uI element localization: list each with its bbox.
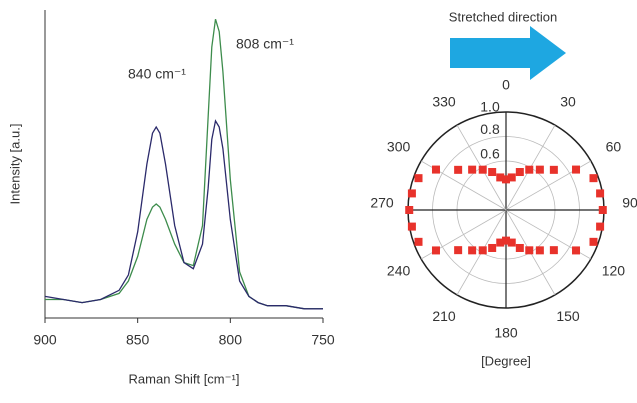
peak-annotation: 840 cm⁻¹ — [128, 66, 186, 82]
data-point — [468, 246, 477, 255]
data-point — [549, 165, 558, 174]
data-point — [478, 165, 487, 174]
data-point — [502, 236, 510, 245]
data-point — [549, 246, 558, 255]
x-tick-label: 900 — [33, 332, 57, 348]
theta-tick-label: 60 — [606, 139, 622, 155]
data-point — [502, 175, 510, 184]
x-axis-label: [Degree] — [481, 353, 531, 368]
x-tick-label: 850 — [126, 332, 150, 348]
data-point — [507, 173, 516, 182]
data-point — [454, 246, 463, 255]
data-point — [515, 243, 524, 252]
data-point — [488, 168, 497, 177]
data-point — [589, 237, 598, 246]
theta-tick-label: 270 — [370, 195, 394, 211]
stretch-arrow — [450, 26, 566, 80]
theta-tick-label: 150 — [556, 308, 580, 324]
peak-annotation: 808 cm⁻¹ — [236, 36, 294, 52]
data-point — [478, 246, 487, 255]
data-point — [525, 246, 534, 255]
chart-title: Stretched direction — [449, 9, 557, 24]
data-point — [405, 206, 414, 214]
data-point — [407, 189, 416, 198]
data-point — [407, 222, 416, 231]
data-point — [507, 238, 516, 247]
data-point — [431, 246, 440, 255]
spectrum-line — [44, 119, 323, 310]
x-axis-label: Raman Shift [cm⁻¹] — [129, 371, 240, 386]
theta-tick-label: 0 — [502, 77, 510, 93]
theta-tick-label: 210 — [432, 308, 456, 324]
data-point — [525, 165, 534, 174]
data-point — [496, 238, 505, 247]
theta-tick-label: 330 — [432, 93, 456, 109]
theta-tick-label: 120 — [602, 263, 626, 279]
theta-tick-label: 90 — [622, 195, 637, 211]
data-point — [596, 189, 605, 198]
data-point — [414, 237, 423, 246]
r-tick-label: 1.0 — [480, 99, 500, 115]
data-point — [468, 165, 477, 174]
data-point — [596, 222, 605, 231]
r-tick-label: 0.6 — [480, 146, 500, 162]
data-point — [572, 165, 581, 174]
theta-tick-label: 300 — [387, 139, 411, 155]
theta-tick-label: 180 — [494, 325, 518, 341]
data-point — [454, 165, 463, 174]
r-tick-label: 0.8 — [480, 121, 500, 137]
data-point — [488, 243, 497, 252]
data-point — [535, 165, 544, 174]
x-tick-label: 800 — [219, 332, 243, 348]
data-point — [572, 246, 581, 255]
data-point — [515, 168, 524, 177]
data-point — [414, 174, 423, 183]
theta-tick-label: 30 — [560, 93, 576, 109]
spectrum-line — [45, 19, 323, 310]
theta-tick-label: 240 — [387, 263, 411, 279]
x-tick-label: 750 — [311, 332, 335, 348]
data-point — [496, 173, 505, 182]
data-point — [431, 165, 440, 174]
y-axis-label: Intensity [a.u.] — [7, 124, 22, 205]
data-point — [535, 246, 544, 255]
data-point — [589, 174, 598, 183]
data-point — [598, 206, 607, 214]
